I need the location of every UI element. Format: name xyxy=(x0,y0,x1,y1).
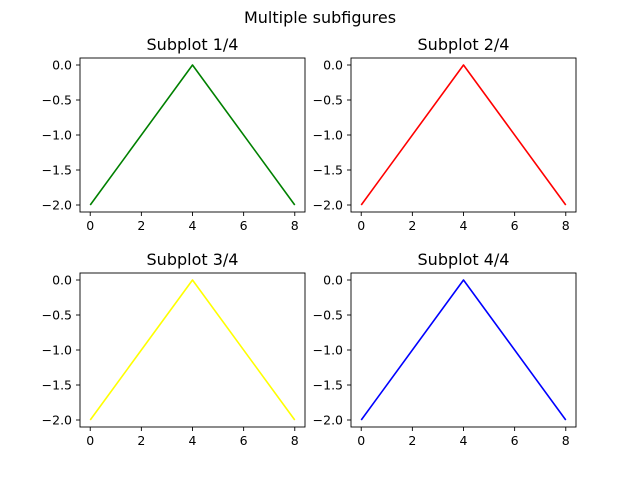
subplot-1-series-line xyxy=(89,64,296,206)
subplot-1: Subplot 1/4 0 2 4 6 8 0.0 −0.5 −1.0 −1.5 −2.0 xyxy=(42,35,306,233)
subplot-2-title: Subplot 2/4 xyxy=(418,35,510,54)
subplot-3-ytick-label: −2.0 xyxy=(42,413,72,428)
subplot-2-ytick-label: −0.5 xyxy=(313,93,343,108)
subplot-1-xtick-label: 2 xyxy=(137,218,145,233)
subplot-1-ytick-label: −1.0 xyxy=(42,128,72,143)
subplot-4-ytick-label: 0.0 xyxy=(323,273,343,288)
subplot-2-ytick-label: 0.0 xyxy=(323,58,343,73)
subplot-3: Subplot 3/4 0 2 4 6 8 0.0 −0.5 −1.0 −1.5 −2.0 xyxy=(42,250,306,448)
subplot-3-ytick-label: −1.0 xyxy=(42,343,72,358)
subplot-3-series-line xyxy=(89,279,296,421)
subplot-1-axes-frame xyxy=(79,57,306,213)
subplot-2-ytick-label: −2.0 xyxy=(313,198,343,213)
subplot-4-xtick-label: 2 xyxy=(408,433,416,448)
subplot-3-title: Subplot 3/4 xyxy=(147,250,239,269)
subplot-4-xtick-label: 4 xyxy=(460,433,468,448)
subplot-2-ytick-label: −1.0 xyxy=(313,128,343,143)
subplot-3-xtick-label: 8 xyxy=(291,433,299,448)
subplot-1-ytick-label: −0.5 xyxy=(42,93,72,108)
subplot-4-series-line xyxy=(360,279,567,421)
subplot-3-ytick-label: −0.5 xyxy=(42,308,72,323)
subplot-1-ytick-label: 0.0 xyxy=(52,58,72,73)
subplot-2: Subplot 2/4 0 2 4 6 8 0.0 −0.5 −1.0 −1.5 −2.0 xyxy=(313,35,577,233)
subplot-4: Subplot 4/4 0 2 4 6 8 0.0 −0.5 −1.0 −1.5 −2.0 xyxy=(313,250,577,448)
subplot-3-xtick-label: 4 xyxy=(189,433,197,448)
subplot-4-ytick-label: −0.5 xyxy=(313,308,343,323)
subplot-1-xtick-label: 4 xyxy=(189,218,197,233)
subplot-4-ytick-label: −2.0 xyxy=(313,413,343,428)
subplot-4-xtick-label: 8 xyxy=(562,433,570,448)
subplot-2-xtick-label: 8 xyxy=(562,218,570,233)
subplot-2-xtick-label: 6 xyxy=(511,218,519,233)
subplot-3-ytick-label: 0.0 xyxy=(52,273,72,288)
subplot-4-ytick-label: −1.5 xyxy=(313,378,343,393)
subplot-2-xtick-label: 4 xyxy=(460,218,468,233)
subplot-1-xtick-label: 0 xyxy=(86,218,94,233)
subplot-4-axes-frame xyxy=(350,272,577,428)
subplot-2-axes-frame xyxy=(350,57,577,213)
subplot-4-title: Subplot 4/4 xyxy=(418,250,510,269)
subplot-4-xtick-label: 0 xyxy=(357,433,365,448)
subplot-2-xtick-label: 0 xyxy=(357,218,365,233)
subplot-3-xtick-label: 6 xyxy=(240,433,248,448)
figure-suptitle: Multiple subfigures xyxy=(244,8,396,27)
subplot-2-ytick-label: −1.5 xyxy=(313,163,343,178)
subplot-1-xtick-label: 6 xyxy=(240,218,248,233)
subplot-3-ytick-label: −1.5 xyxy=(42,378,72,393)
subplot-2-xtick-label: 2 xyxy=(408,218,416,233)
subplot-4-xtick-label: 6 xyxy=(511,433,519,448)
subplot-3-xtick-label: 2 xyxy=(137,433,145,448)
subplot-3-xtick-label: 0 xyxy=(86,433,94,448)
subplot-2-series-line xyxy=(360,64,567,206)
subplot-1-xtick-label: 8 xyxy=(291,218,299,233)
subplot-grid: Subplot 1/40 2 4 6 80.0−0.5−1.0−1.5−2.0Subpl… xyxy=(42,35,577,448)
subplot-1-ytick-label: −1.5 xyxy=(42,163,72,178)
subplot-3-axes-frame xyxy=(79,272,306,428)
subplot-4-ytick-label: −1.0 xyxy=(313,343,343,358)
subplot-1-ytick-label: −2.0 xyxy=(42,198,72,213)
subplot-1-title: Subplot 1/4 xyxy=(147,35,239,54)
